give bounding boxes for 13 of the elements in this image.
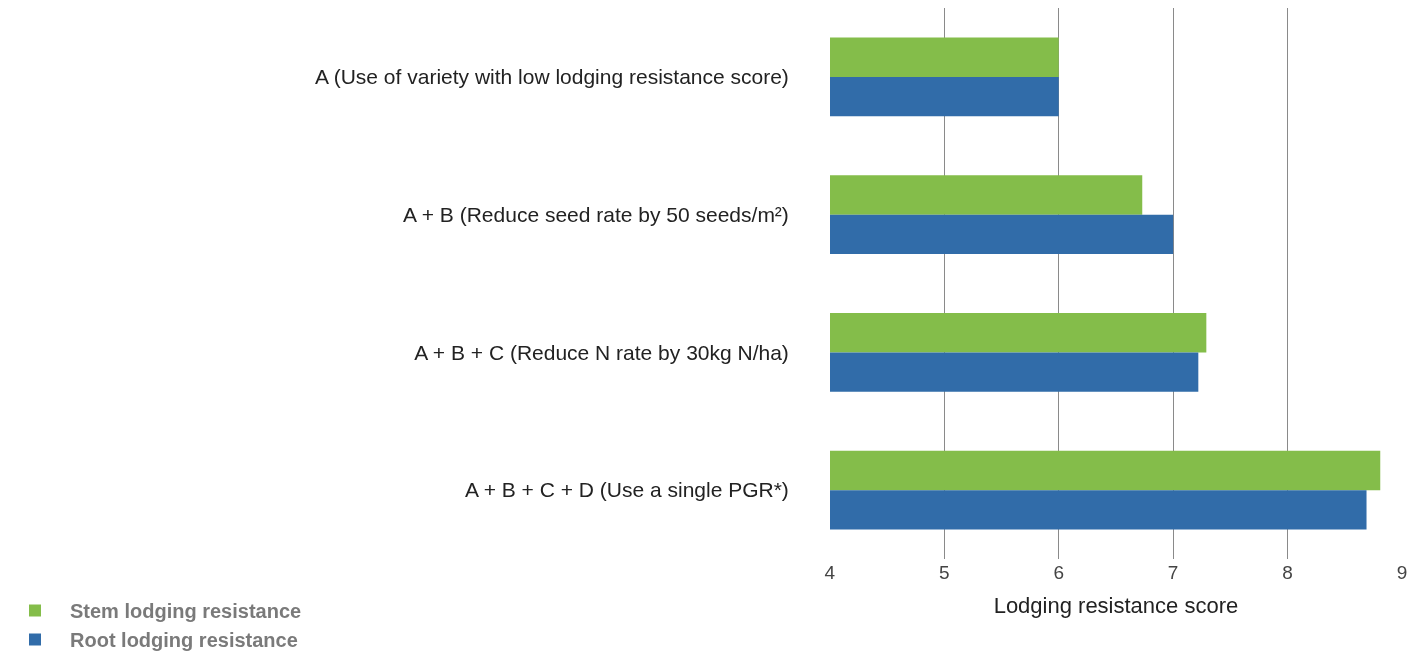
x-tick-label: 7 xyxy=(1167,562,1179,583)
legend-label: Stem lodging resistance xyxy=(70,600,302,623)
y-tick-label: A + B + C (Reduce N rate by 30kg N/ha) xyxy=(414,340,789,364)
x-tick-label: 9 xyxy=(1396,562,1408,583)
x-tick-label: 6 xyxy=(1053,562,1065,583)
y-tick-label: A + B (Reduce seed rate by 50 seeds/m²) xyxy=(403,202,789,226)
x-tick-label: 8 xyxy=(1282,562,1293,583)
x-axis-title: Lodging resistance score xyxy=(993,592,1239,618)
legend-label: Root lodging resistance xyxy=(70,629,298,652)
x-tick-label: 4 xyxy=(824,562,836,583)
y-tick-label: A + B + C + D (Use a single PGR*) xyxy=(464,478,789,502)
y-tick-label: A (Use of variety with low lodging resistance score) xyxy=(315,65,789,89)
x-tick-label: 5 xyxy=(939,562,950,583)
